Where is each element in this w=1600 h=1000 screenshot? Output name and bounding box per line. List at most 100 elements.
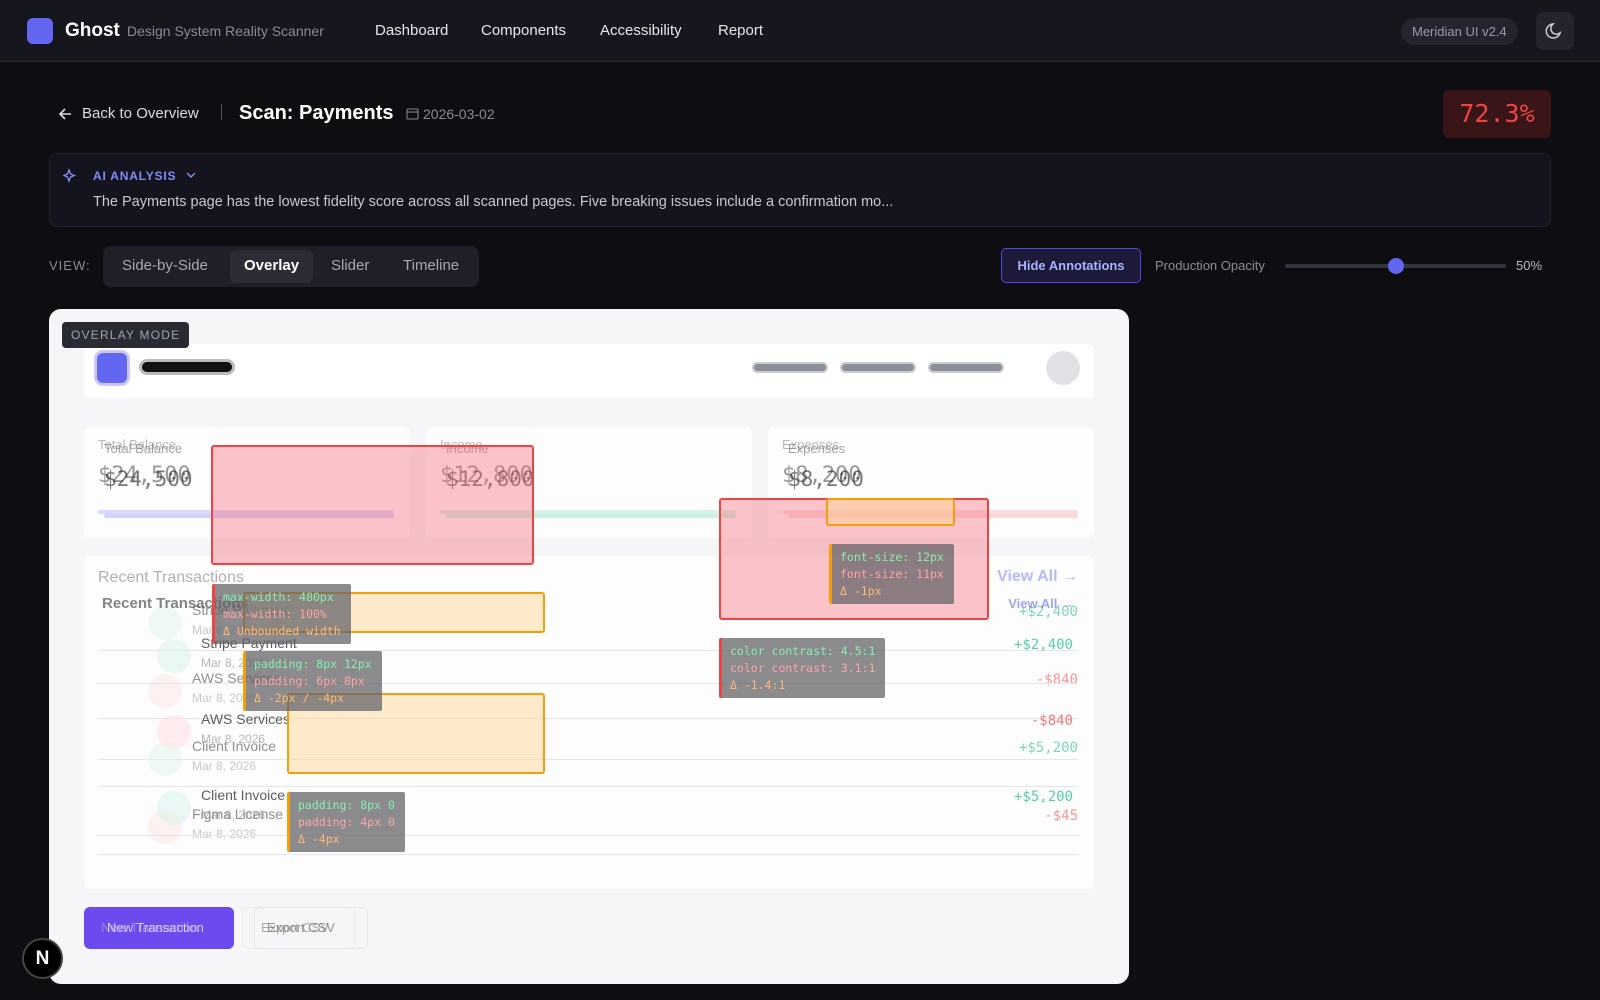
annotation-expected: font-size: 12px — [840, 550, 944, 564]
annotation-expected: max-width: 480px — [223, 590, 334, 604]
version-badge: Meridian UI v2.4 — [1401, 18, 1518, 45]
transaction-name: Figma License — [192, 806, 284, 822]
mock-nav — [930, 364, 1002, 371]
view-tab[interactable]: Side-by-Side — [122, 257, 208, 274]
warning-region — [826, 498, 955, 526]
stat-label: Total Balance — [98, 437, 177, 452]
moon-icon — [1545, 23, 1562, 39]
mock-nav — [842, 364, 914, 371]
annotation-actual: font-size: 11px — [840, 567, 944, 581]
calendar-icon — [406, 108, 419, 120]
theme-toggle[interactable] — [1536, 12, 1574, 50]
stat-bar — [446, 514, 736, 518]
annotation-delta: Δ -4px — [298, 832, 340, 846]
stat-bar — [440, 510, 736, 514]
stat-value: $12,800 — [446, 467, 535, 491]
row-divider — [98, 650, 1078, 651]
mock-nav — [754, 364, 826, 371]
ai-text: The Payments page has the lowest fidelit… — [93, 194, 894, 210]
stat-label: Expenses — [782, 437, 840, 452]
transaction-amount: -$840 — [1030, 713, 1073, 729]
nav-link[interactable]: Accessibility — [600, 22, 682, 39]
separator — [221, 104, 222, 120]
annotation-tooltip: color contrast: 4.5:1 color contrast: 3.1… — [719, 638, 886, 698]
fidelity-score: 72.3% — [1443, 90, 1551, 138]
mock-logo — [97, 353, 127, 383]
overlay-canvas: Total Balance $24,500 Income $12,800 Expense… — [49, 309, 1129, 984]
scan-date: 2026-03-02 — [423, 106, 495, 122]
row-divider — [98, 835, 1078, 836]
transaction-amount: -$45 — [1044, 808, 1078, 824]
secondary-button[interactable] — [254, 907, 368, 949]
transaction-icon — [148, 606, 182, 640]
view-all[interactable]: View All → — [1008, 596, 1074, 611]
back-link[interactable]: Back to Overview — [82, 105, 199, 122]
sparkle-icon — [63, 168, 77, 183]
top-bar — [0, 0, 1600, 62]
opacity-value: 50% — [1516, 258, 1543, 273]
nav-link[interactable]: Report — [718, 22, 764, 39]
stat-label: Income — [440, 437, 483, 452]
view-all[interactable]: View All → — [997, 568, 1078, 585]
annotation-actual: color contrast: 3.1:1 — [730, 661, 876, 675]
mock-avatar — [1046, 351, 1080, 385]
annotation-actual: padding: 6px 8px — [254, 674, 365, 688]
logo[interactable]: Ghost — [65, 20, 120, 41]
chevron — [186, 172, 196, 178]
transaction-amount: +$2,400 — [1013, 637, 1073, 653]
nav-link[interactable]: Dashboard — [375, 22, 449, 39]
stat-value: $8,200 — [782, 463, 862, 488]
transaction-icon — [157, 639, 191, 673]
row-divider — [98, 759, 1078, 760]
stat-value: $8,200 — [788, 467, 864, 491]
transactions-title: Recent Transactions — [98, 569, 244, 586]
tagline: Design System Reality Scanner — [127, 23, 324, 39]
annotation-delta: Δ -1.4:1 — [730, 678, 786, 692]
transaction-name: AWS Services — [201, 711, 290, 727]
stat-label: Income — [446, 441, 489, 456]
mock-header — [84, 344, 1094, 398]
secondary-label[interactable]: Export CSV — [267, 920, 335, 935]
transaction-date: Mar 8, 2026 — [201, 808, 266, 822]
transaction-amount: +$2,400 — [1018, 604, 1078, 620]
primary-label[interactable]: New Transaction — [107, 920, 204, 935]
mode-tag: OVERLAY MODE — [62, 322, 190, 348]
annotation-actual: padding: 4px 0 — [298, 815, 395, 829]
row-divider — [98, 786, 1078, 787]
annotation-tooltip: padding: 8px 12px padding: 6px 8px Δ -2px … — [243, 651, 382, 711]
transaction-amount: +$5,200 — [1018, 740, 1078, 756]
primary-button[interactable] — [90, 907, 234, 949]
row-divider — [98, 854, 1078, 855]
view-tab[interactable]: Overlay — [244, 257, 300, 274]
transaction-icon — [157, 791, 191, 825]
transaction-date: Mar 8, 2026 — [192, 759, 257, 773]
transaction-icon — [157, 715, 191, 749]
transaction-date: Mar 8, 2026 — [201, 732, 266, 746]
opacity-thumb[interactable] — [1387, 258, 1404, 274]
transaction-amount: -$840 — [1035, 672, 1078, 688]
breaking-region — [211, 445, 534, 565]
ai-label[interactable]: AI ANALYSIS — [93, 169, 177, 183]
view-tab[interactable]: Slider — [331, 257, 370, 274]
annotation-actual: max-width: 100% — [223, 607, 327, 621]
back-arrow — [58, 108, 71, 120]
row-divider — [98, 718, 1078, 719]
row-divider — [98, 683, 1078, 684]
opacity-label: Production Opacity — [1155, 258, 1265, 273]
view-tab[interactable]: Timeline — [403, 257, 460, 274]
stat-label: Expenses — [788, 441, 846, 456]
annotation-expected: color contrast: 4.5:1 — [730, 644, 876, 658]
secondary-label[interactable]: Export CSV — [261, 920, 329, 935]
stat-value: $12,800 — [440, 463, 533, 488]
nav-link[interactable]: Components — [481, 22, 567, 39]
annotation-expected: padding: 8px 12px — [254, 657, 372, 671]
annotation-delta: Δ -1px — [840, 584, 882, 598]
transaction-date: Mar 8, 2026 — [192, 827, 257, 841]
scan-title: Scan: Payments — [239, 102, 394, 124]
hide-annotations[interactable]: Hide Annotations — [1001, 248, 1141, 283]
transaction-icon — [148, 674, 182, 708]
annotation-delta: Δ Unbounded width — [223, 624, 341, 638]
corner-badge[interactable]: N — [22, 938, 63, 979]
stat-value: $24,500 — [104, 467, 193, 491]
